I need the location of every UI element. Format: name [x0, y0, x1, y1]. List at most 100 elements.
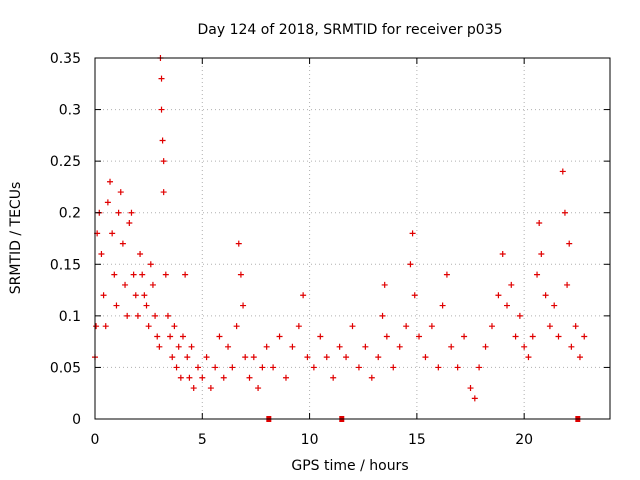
data-point [368, 374, 375, 381]
data-point [282, 374, 289, 381]
x-tick-label: 20 [515, 432, 533, 448]
data-point [186, 374, 193, 381]
data-point [167, 333, 174, 340]
data-point [160, 158, 167, 165]
y-tick-label: 0.1 [59, 309, 81, 325]
data-point [134, 312, 141, 319]
x-tick-label: 10 [301, 432, 319, 448]
data-point [240, 302, 247, 309]
data-point [104, 199, 111, 206]
data-point [137, 250, 144, 257]
data-point [259, 364, 266, 371]
y-tick-label: 0.25 [50, 154, 81, 170]
data-point [156, 343, 163, 350]
data-point [188, 343, 195, 350]
data-point [184, 354, 191, 361]
data-point [233, 323, 240, 330]
data-point [403, 323, 410, 330]
data-point [499, 250, 506, 257]
x-tick-label: 5 [198, 432, 207, 448]
data-point [581, 333, 588, 340]
data-point [250, 354, 257, 361]
data-point [407, 261, 414, 268]
y-tick-label: 0.35 [50, 51, 81, 67]
y-tick-label: 0.3 [59, 103, 81, 119]
data-point [242, 354, 249, 361]
data-point [564, 281, 571, 288]
data-point [98, 250, 105, 257]
data-point [235, 240, 242, 247]
data-point [93, 323, 100, 330]
data-point [448, 343, 455, 350]
data-point [182, 271, 189, 278]
data-point [177, 374, 184, 381]
y-tick-label: 0.2 [59, 206, 81, 222]
data-point [461, 333, 468, 340]
data-points [92, 55, 588, 402]
data-point [220, 374, 227, 381]
data-point [126, 220, 133, 227]
data-point [439, 302, 446, 309]
x-axis-label: GPS time / hours [291, 458, 408, 474]
data-point [113, 302, 120, 309]
data-point [158, 75, 165, 82]
data-point [536, 220, 543, 227]
data-point [422, 354, 429, 361]
data-point [199, 374, 206, 381]
data-point [304, 354, 311, 361]
data-point [482, 343, 489, 350]
data-point [379, 312, 386, 319]
data-point [343, 354, 350, 361]
data-point [336, 343, 343, 350]
data-point [160, 189, 167, 196]
data-point [130, 271, 137, 278]
data-point [175, 343, 182, 350]
data-point [143, 302, 150, 309]
data-point [171, 323, 178, 330]
data-point [225, 343, 232, 350]
data-point [255, 385, 262, 392]
data-point [159, 137, 166, 144]
y-tick-label: 0.05 [50, 360, 81, 376]
data-point [576, 354, 583, 361]
data-point [555, 333, 562, 340]
data-point [107, 178, 114, 185]
data-point [195, 364, 201, 371]
data-point [190, 385, 197, 392]
data-point [355, 364, 362, 371]
data-point [375, 354, 382, 361]
plot-frame [94, 57, 611, 420]
data-point [102, 323, 109, 330]
data-point [471, 395, 478, 402]
data-point [396, 343, 403, 350]
data-point [476, 364, 483, 371]
data-point [276, 333, 283, 340]
data-point [495, 292, 502, 299]
data-point [117, 189, 124, 196]
data-point [488, 323, 495, 330]
data-point [237, 271, 244, 278]
x-tick-label: 15 [408, 432, 426, 448]
data-point [203, 354, 210, 361]
data-point [207, 385, 214, 392]
data-point [330, 374, 337, 381]
data-point [145, 323, 152, 330]
data-point [467, 385, 474, 392]
data-point [246, 374, 253, 381]
grid-lines [95, 58, 610, 419]
y-axis-ticks: 0 0.05 0.1 0.15 0.2 0.25 0.3 0.35 [50, 51, 610, 428]
data-point [428, 323, 435, 330]
data-point [229, 364, 236, 371]
data-point [349, 323, 356, 330]
data-point [551, 302, 558, 309]
data-point [300, 292, 307, 299]
data-point [173, 364, 180, 371]
data-point [169, 354, 176, 361]
data-point [416, 333, 423, 340]
data-point [310, 364, 317, 371]
x-axis-ticks: 0 5 10 15 20 [91, 58, 533, 448]
data-point [323, 354, 330, 361]
chart-title: Day 124 of 2018, SRMTID for receiver p03… [197, 22, 502, 38]
y-tick-label: 0.15 [50, 257, 81, 273]
